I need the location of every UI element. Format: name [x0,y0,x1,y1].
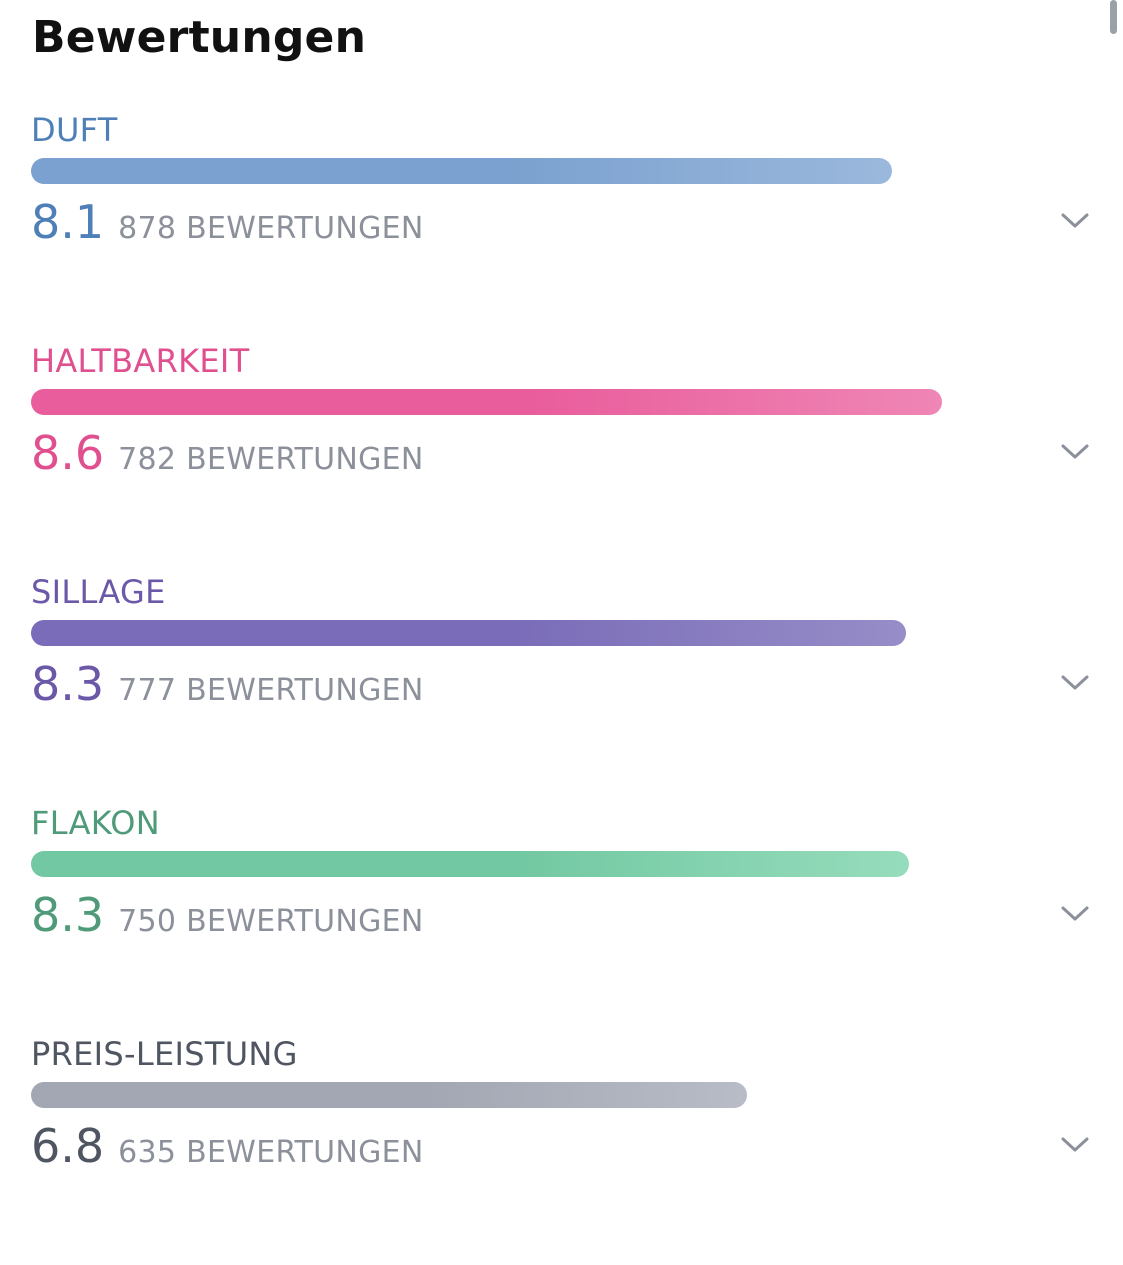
rating-bar [31,620,993,646]
chevron-down-icon[interactable] [1060,441,1090,461]
score-line: 8.3 750 BEWERTUNGEN [31,889,424,948]
score-line: 6.8 635 BEWERTUNGEN [31,1120,424,1179]
rating-score: 8.1 [31,195,105,249]
rating-count: 782 BEWERTUNGEN [118,442,424,477]
rating-flakon: FLAKON 8.3 750 BEWERTUNGEN [0,803,1123,1034]
scrollbar[interactable] [1110,0,1117,34]
rating-label: DUFT [31,111,118,149]
rating-label: HALTBARKEIT [31,342,250,380]
rating-score: 6.8 [31,1119,105,1173]
rating-score: 8.3 [31,657,105,711]
rating-count: 777 BEWERTUNGEN [118,673,424,708]
rating-duft: DUFT 8.1 878 BEWERTUNGEN [0,110,1123,341]
rating-count: 750 BEWERTUNGEN [118,904,424,939]
chevron-down-icon[interactable] [1060,210,1090,230]
rating-bar-fill [31,158,892,184]
rating-bar [31,158,993,184]
rating-count: 635 BEWERTUNGEN [118,1135,424,1170]
page-title: Bewertungen [32,12,367,63]
rating-score: 8.6 [31,426,105,480]
rating-bar [31,851,993,877]
rating-bar [31,1082,993,1108]
rating-bar-fill [31,620,907,646]
chevron-down-icon[interactable] [1060,903,1090,923]
ratings-list: DUFT 8.1 878 BEWERTUNGEN HALTBARKEIT 8.6 7… [0,110,1123,1172]
rating-count: 878 BEWERTUNGEN [118,211,424,246]
score-line: 8.3 777 BEWERTUNGEN [31,658,424,717]
rating-haltbarkeit: HALTBARKEIT 8.6 782 BEWERTUNGEN [0,341,1123,572]
rating-bar-fill [31,851,910,877]
score-line: 8.1 878 BEWERTUNGEN [31,196,424,255]
rating-score: 8.3 [31,888,105,942]
rating-bar-fill [31,389,942,415]
rating-label: PREIS-LEISTUNG [31,1035,298,1073]
rating-bar [31,389,993,415]
score-line: 8.6 782 BEWERTUNGEN [31,427,424,486]
rating-bar-fill [31,1082,747,1108]
chevron-down-icon[interactable] [1060,672,1090,692]
rating-label: FLAKON [31,804,161,842]
rating-label: SILLAGE [31,573,166,611]
rating-sillage: SILLAGE 8.3 777 BEWERTUNGEN [0,572,1123,803]
chevron-down-icon[interactable] [1060,1134,1090,1154]
rating-preis-leistung: PREIS-LEISTUNG 6.8 635 BEWERTUNGEN [0,1034,1123,1265]
